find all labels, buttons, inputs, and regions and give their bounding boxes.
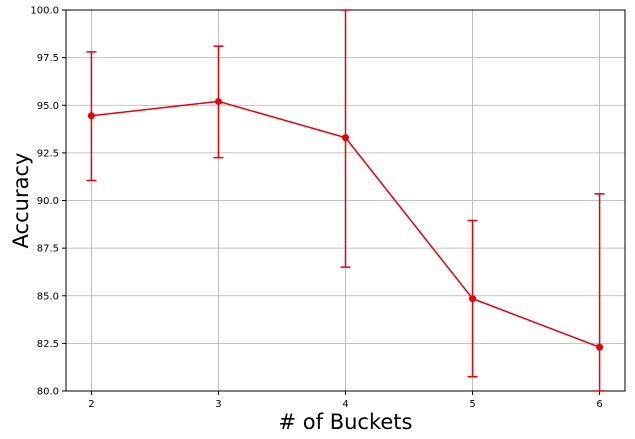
data-point <box>469 295 477 303</box>
y-tick-label: 92.5 <box>37 148 59 159</box>
x-axis: 2 3 4 5 6 <box>88 391 603 410</box>
y-tick-label: 97.5 <box>37 53 59 64</box>
y-tick-label: 85.0 <box>37 291 59 302</box>
y-axis: 80.0 82.5 85.0 87.5 90.0 92.5 95.0 97.5 100.0 <box>30 6 66 398</box>
x-tick-label: 6 <box>596 399 602 410</box>
x-tick-label: 2 <box>88 399 94 410</box>
y-tick-label: 82.5 <box>37 339 59 350</box>
y-tick-label: 90.0 <box>37 196 59 207</box>
y-tick-label: 95.0 <box>37 101 59 112</box>
y-tick-label: 100.0 <box>30 6 59 17</box>
y-tick-label: 80.0 <box>37 387 59 398</box>
data-points <box>87 97 604 351</box>
y-axis-label: Accuracy <box>9 153 33 249</box>
data-point <box>214 97 222 105</box>
data-point <box>87 112 95 120</box>
y-tick-label: 87.5 <box>37 244 59 255</box>
x-tick-label: 3 <box>215 399 221 410</box>
x-tick-label: 4 <box>342 399 348 410</box>
x-axis-label: # of Buckets <box>279 410 413 434</box>
data-point <box>596 343 604 351</box>
data-point <box>342 134 349 142</box>
x-tick-label: 5 <box>469 399 475 410</box>
